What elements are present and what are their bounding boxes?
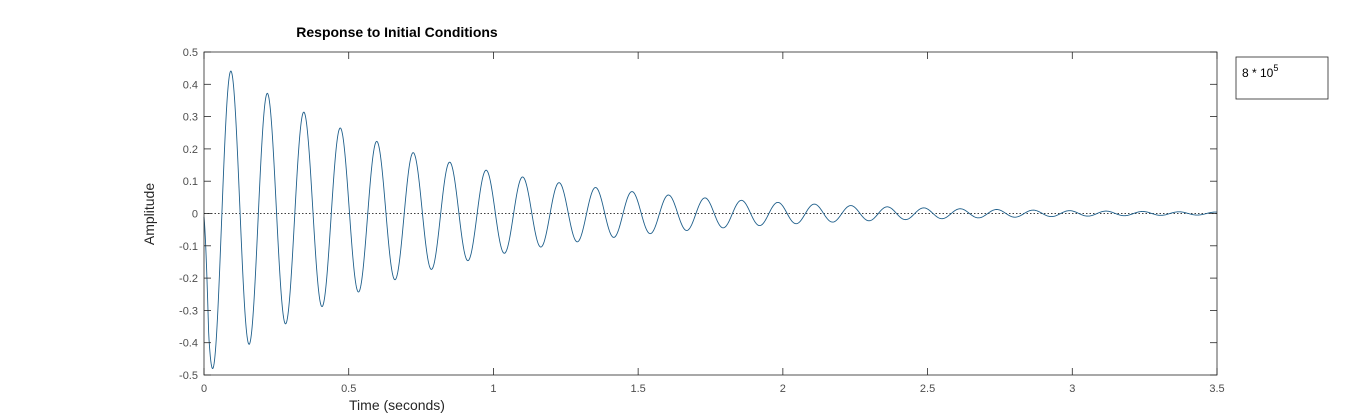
x-axis-label: Time (seconds) <box>349 397 445 413</box>
x-tick-label: 0.5 <box>341 383 356 395</box>
x-tick-label: 1 <box>490 383 496 395</box>
y-tick-label: -0.5 <box>179 370 198 382</box>
y-tick-label: 0.4 <box>183 79 198 91</box>
series-line <box>203 70 1218 370</box>
y-tick-label: 0.3 <box>183 112 198 124</box>
y-tick-label: 0.2 <box>183 144 198 156</box>
y-tick-label: -0.2 <box>179 273 198 285</box>
x-tick-label: 0 <box>201 383 207 395</box>
x-tick-label: 3 <box>1069 383 1075 395</box>
x-tick-label: 1.5 <box>630 383 645 395</box>
y-tick-label: -0.4 <box>179 338 198 350</box>
x-tick-label: 2.5 <box>920 383 935 395</box>
legend-box <box>1235 56 1329 100</box>
y-tick-label: 0.1 <box>183 176 198 188</box>
legend-entry: 8 * 105 <box>1242 63 1278 80</box>
y-tick-label: 0.5 <box>183 47 198 59</box>
y-tick-label: 0 <box>192 209 198 221</box>
x-tick-label: 3.5 <box>1209 383 1224 395</box>
legend: 8 * 105 <box>1235 56 1329 100</box>
plot-frame <box>203 51 1218 376</box>
y-tick-label: -0.3 <box>179 305 198 317</box>
x-tick-label: 2 <box>780 383 786 395</box>
chart-title: Response to Initial Conditions <box>296 24 498 40</box>
y-axis-label: Amplitude <box>141 183 157 245</box>
y-tick-label: -0.1 <box>179 241 198 253</box>
legend-entry-exponent: 5 <box>1273 63 1278 73</box>
legend-entry-base: 8 * 10 <box>1242 66 1274 80</box>
